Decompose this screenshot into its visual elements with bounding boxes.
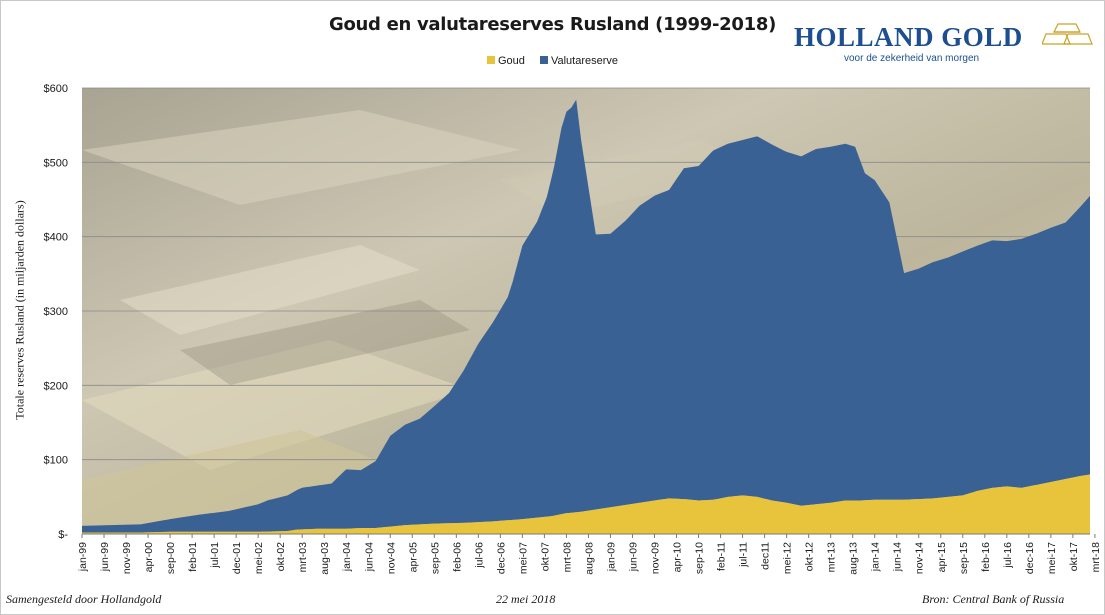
x-tick-label: sep-10 (694, 542, 706, 574)
x-tick-label: nov-14 (914, 542, 926, 574)
x-tick-labels: jan-99 jun-99 nov-99 apr-00 sep-00 feb-01 jul-… (77, 534, 1102, 575)
x-tick-label: mei-02 (253, 542, 265, 574)
x-tick-label: okt-12 (804, 542, 816, 571)
x-tick-label: jan-04 (341, 542, 353, 572)
x-tick-label: aug-03 (319, 542, 331, 575)
x-tick-label: mei-12 (782, 542, 794, 574)
x-tick-label: mrt-08 (561, 542, 573, 572)
y-tick-label: $500 (44, 157, 68, 169)
x-tick-label: jul-11 (738, 542, 750, 568)
x-tick-label: jul-01 (209, 542, 221, 569)
y-tick-label: $400 (44, 232, 68, 244)
x-tick-label: mei-17 (1046, 542, 1058, 574)
x-tick-label: apr-15 (936, 542, 948, 573)
y-tick-labels: $- $100 $200 $300 $400 $500 $600 (44, 83, 69, 541)
x-tick-label: mrt-03 (297, 542, 309, 572)
legend-label-goud: Goud (497, 55, 525, 67)
y-tick-label: $600 (44, 83, 68, 95)
series-area-valutareserve (82, 99, 1090, 533)
x-tick-label: feb-06 (451, 542, 463, 572)
footer-source: Bron: Central Bank of Russia (922, 592, 1065, 606)
legend-item-valutareserve: Valutareserve (539, 55, 619, 67)
x-tick-label: dec-01 (231, 542, 243, 574)
chart-title: Goud en valutareserves Rusland (1999-201… (328, 14, 776, 35)
x-tick-label: jun-09 (627, 542, 639, 572)
y-tick-label: $200 (44, 380, 68, 392)
logo-name: HOLLAND GOLD (794, 22, 1023, 52)
y-tick-label: $- (58, 529, 68, 541)
x-tick-label: nov-99 (121, 542, 133, 574)
x-tick-label: nov-04 (385, 542, 397, 574)
legend-swatch-valutareserve (539, 56, 548, 64)
x-tick-label: jan-09 (605, 542, 617, 572)
x-tick-label: jan-14 (870, 542, 882, 572)
x-tick-label: okt-17 (1068, 542, 1080, 571)
footer-date: 22 mei 2018 (496, 592, 556, 606)
area-layer (82, 99, 1090, 534)
x-tick-label: dec-06 (495, 542, 507, 574)
x-tick-label: sep-00 (165, 542, 177, 574)
legend: Goud Valutareserve (0, 55, 1105, 67)
x-tick-label: mrt-13 (826, 542, 838, 572)
gold-bars-icon (1042, 23, 1093, 45)
x-tick-label: jun-04 (363, 542, 375, 572)
x-tick-label: okt-02 (275, 542, 287, 571)
x-tick-label: jun-14 (892, 542, 904, 572)
x-tick-label: jul-16 (1002, 542, 1014, 569)
x-tick-label: apr-05 (407, 542, 419, 573)
x-tick-label: apr-00 (143, 542, 155, 573)
x-tick-label: mrt-18 (1090, 542, 1102, 572)
logo-slogan: voor de zekerheid van morgen (844, 53, 980, 64)
x-tick-label: jan-99 (77, 542, 89, 572)
series-area-goud (82, 474, 1090, 534)
x-tick-label: feb-01 (187, 542, 199, 572)
legend-label-valutareserve: Valutareserve (550, 55, 619, 67)
x-tick-label: okt-07 (539, 542, 551, 571)
legend-swatch-goud (486, 56, 495, 64)
x-tick-label: feb-11 (716, 542, 728, 571)
x-tick-label: apr-10 (672, 542, 684, 573)
y-tick-label: $100 (44, 455, 68, 467)
x-tick-label: jun-99 (99, 542, 111, 572)
x-tick-label: sep-05 (429, 542, 441, 574)
footer-compiled-by: Samengesteld door Hollandgold (6, 592, 162, 606)
x-tick-label: mei-07 (517, 542, 529, 574)
x-tick-label: sep-15 (958, 542, 970, 574)
x-tick-label: nov-09 (650, 542, 662, 574)
x-tick-label: jul-06 (473, 542, 485, 569)
legend-item-goud: Goud (486, 55, 525, 67)
x-tick-label: feb-16 (980, 542, 992, 572)
y-tick-label: $300 (44, 306, 68, 318)
x-tick-label: dec11 (760, 542, 772, 570)
x-tick-label: aug-08 (583, 542, 595, 575)
x-tick-label: aug-13 (848, 542, 860, 575)
x-tick-label: dec-16 (1024, 542, 1036, 574)
holland-gold-logo: HOLLAND GOLD voor de zekerheid van morge… (790, 20, 1100, 70)
